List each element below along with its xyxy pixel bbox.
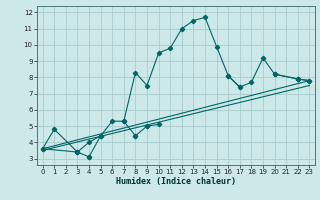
X-axis label: Humidex (Indice chaleur): Humidex (Indice chaleur) — [116, 177, 236, 186]
